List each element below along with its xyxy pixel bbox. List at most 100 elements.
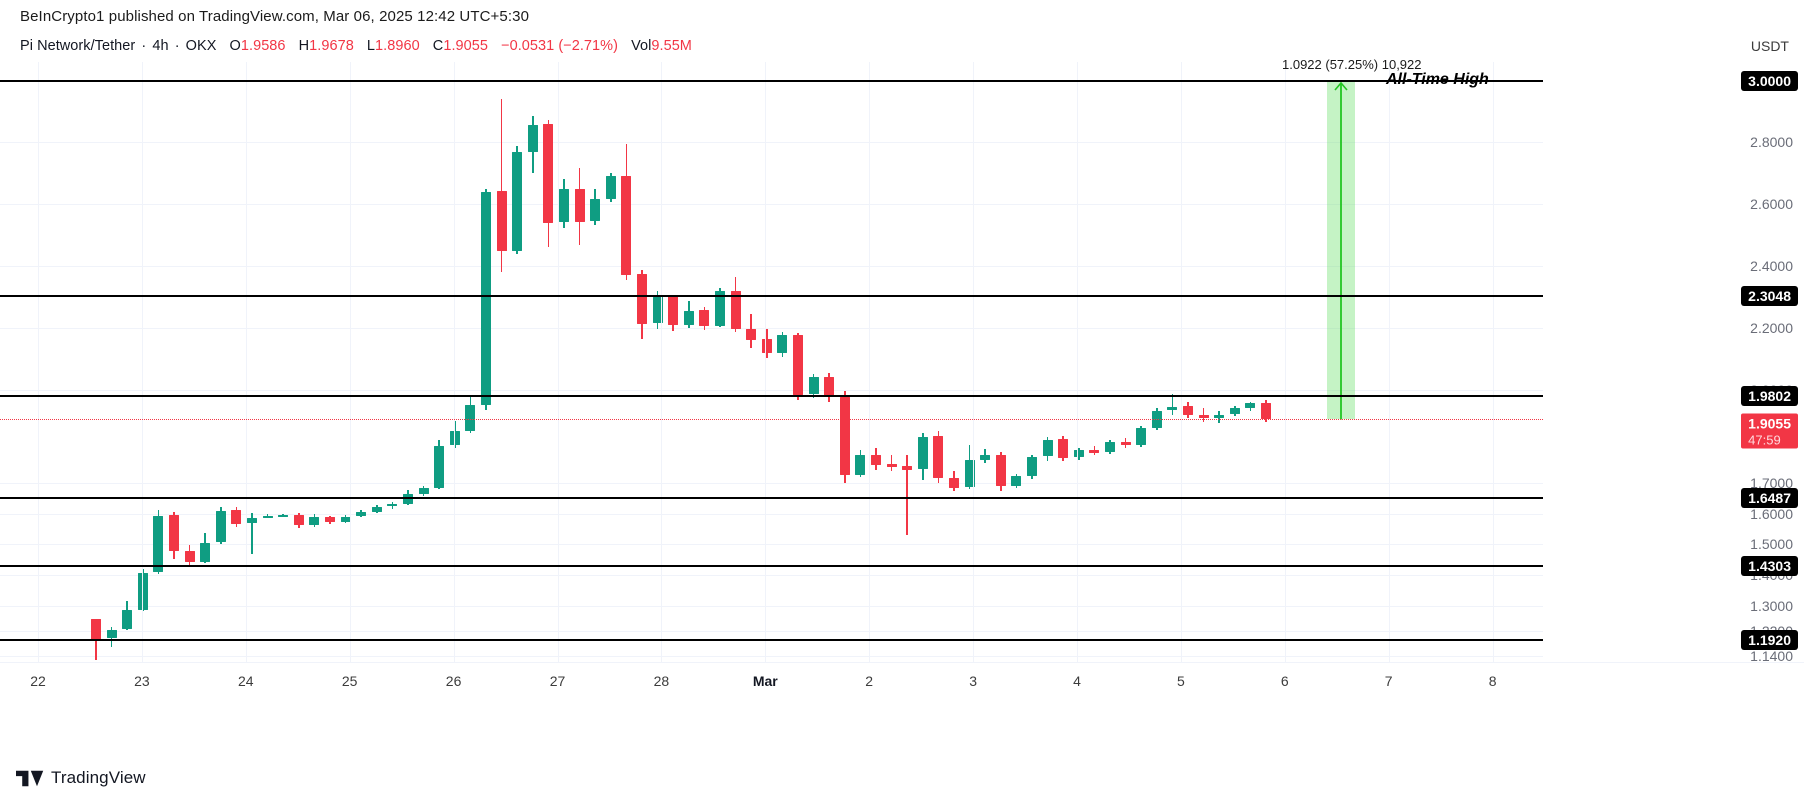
candle-body [387, 504, 398, 507]
close-value: 1.9055 [443, 38, 488, 54]
candle-body [418, 488, 429, 494]
vertical-gridline [1077, 62, 1078, 662]
candle-body [481, 191, 491, 405]
chart-area[interactable]: 1.0922 (57.25%) 10,922 All-Time High 2.80… [0, 57, 1804, 664]
price-level-badge[interactable]: 1.6487 [1741, 488, 1798, 509]
current-price-value: 1.9055 [1748, 415, 1791, 432]
candle-body [371, 506, 382, 512]
price-axis-tick: 2.8000 [1750, 134, 1793, 151]
price-level-badge[interactable]: 3.0000 [1741, 70, 1798, 91]
publication-attribution: BeInCrypto1 published on TradingView.com… [20, 8, 530, 25]
change-percent: (−2.71%) [558, 38, 618, 54]
candle-body [1058, 439, 1069, 458]
ohlc-close: C1.9055 [433, 38, 488, 54]
measure-tool-arrow-icon [1334, 81, 1348, 420]
candle-body [91, 619, 101, 641]
time-axis-tick: 22 [30, 673, 46, 689]
candle-body [559, 189, 569, 223]
candle-body [543, 124, 554, 223]
measure-tool-caption: 1.0922 (57.25%) 10,922 [1282, 56, 1422, 72]
candle-body [449, 431, 460, 445]
tradingview-wordmark: TradingView [51, 768, 146, 787]
horizontal-gridline [0, 655, 1543, 657]
price-scale[interactable]: 2.80002.60002.40002.20002.00001.70001.60… [1471, 62, 1804, 664]
symbol-legend: Pi Network/Tether · 4h · OKX O1.9586 H1.… [20, 38, 692, 54]
ohlc-low: L1.8960 [367, 38, 420, 54]
vertical-gridline [349, 62, 351, 662]
candle-body [777, 335, 788, 353]
price-level-badge[interactable]: 2.3048 [1741, 285, 1798, 306]
price-level-badge[interactable]: 1.9802 [1741, 385, 1798, 406]
candle-body [465, 405, 476, 431]
price-level-line[interactable] [0, 497, 1543, 500]
price-level-line[interactable] [0, 565, 1543, 568]
candle-body [715, 291, 725, 326]
candle-body [1105, 442, 1115, 453]
ohlc-open: O1.9586 [230, 38, 286, 54]
candle-body [1120, 441, 1131, 446]
close-label: C [432, 38, 444, 54]
candle-body [917, 436, 928, 469]
candle-body [995, 454, 1006, 487]
price-axis-tick: 2.2000 [1750, 319, 1793, 336]
price-level-line[interactable] [0, 394, 1543, 397]
price-level-line[interactable] [0, 79, 1543, 82]
candle-body [293, 514, 304, 526]
currency-pill[interactable]: USDT [1744, 36, 1795, 56]
bar-countdown: 47:59 [1748, 432, 1781, 448]
candle-body [699, 310, 710, 327]
price-level-badge[interactable]: 1.1920 [1741, 629, 1798, 650]
horizontal-gridline [0, 631, 1543, 633]
time-axis[interactable]: 22 23 24 25 26 27 28 Mar 2 3 4 5 6 7 8 [0, 662, 1804, 702]
candle-body [1183, 405, 1193, 416]
candle-body [122, 610, 133, 630]
horizontal-gridline [0, 513, 1543, 515]
legend-separator-2: · [174, 38, 180, 54]
vertical-gridline [1492, 62, 1494, 662]
candle-body [1136, 428, 1147, 445]
price-axis-tick: 1.1400 [1750, 647, 1793, 664]
horizontal-gridline [0, 204, 1543, 206]
time-axis-tick: 27 [549, 673, 566, 689]
time-axis-tick: 25 [341, 673, 358, 689]
candle-body [340, 516, 351, 522]
price-level-line[interactable] [0, 294, 1543, 297]
candle-wick [251, 512, 253, 554]
vertical-gridline [1180, 62, 1182, 662]
price-level-badge[interactable]: 1.4303 [1741, 556, 1798, 577]
chart-interval[interactable]: 4h [152, 38, 169, 54]
horizontal-gridline [0, 482, 1543, 484]
chart-plot[interactable]: 1.0922 (57.25%) 10,922 All-Time High [0, 57, 1543, 662]
candle-body [309, 517, 320, 526]
price-axis-tick: 1.5000 [1750, 536, 1793, 553]
ath-leader-line [1362, 79, 1414, 82]
vertical-gridline [38, 62, 39, 662]
volume-group: Vol9.55M [631, 38, 692, 54]
candle-body [1229, 408, 1240, 414]
time-axis-tick: 23 [134, 673, 150, 689]
candle-body [949, 477, 959, 488]
open-label: O [229, 38, 241, 54]
time-axis-tick: 8 [1488, 673, 1497, 689]
exchange-name[interactable]: OKX [185, 38, 217, 54]
price-level-line[interactable] [0, 638, 1543, 641]
candle-body [574, 188, 585, 222]
candle-body [1089, 449, 1100, 453]
vertical-gridline [453, 62, 455, 662]
candle-body [1214, 414, 1225, 419]
candle-body [964, 460, 975, 487]
candle-body [605, 176, 616, 199]
time-axis-tick: 4 [1073, 673, 1081, 689]
candle-body [153, 516, 164, 572]
time-axis-tick: 5 [1176, 673, 1185, 689]
time-axis-tick: 6 [1280, 673, 1289, 689]
current-price-badge[interactable]: 1.9055 47:59 [1741, 413, 1798, 449]
candle-body [1073, 450, 1084, 458]
candle-body [793, 334, 803, 395]
symbol-name[interactable]: Pi Network/Tether [20, 38, 136, 54]
open-value: 1.9586 [240, 38, 286, 54]
tradingview-footer: TradingView [16, 768, 146, 788]
horizontal-gridline [0, 266, 1543, 268]
candle-body [839, 396, 850, 476]
time-axis-tick: 7 [1384, 673, 1393, 689]
